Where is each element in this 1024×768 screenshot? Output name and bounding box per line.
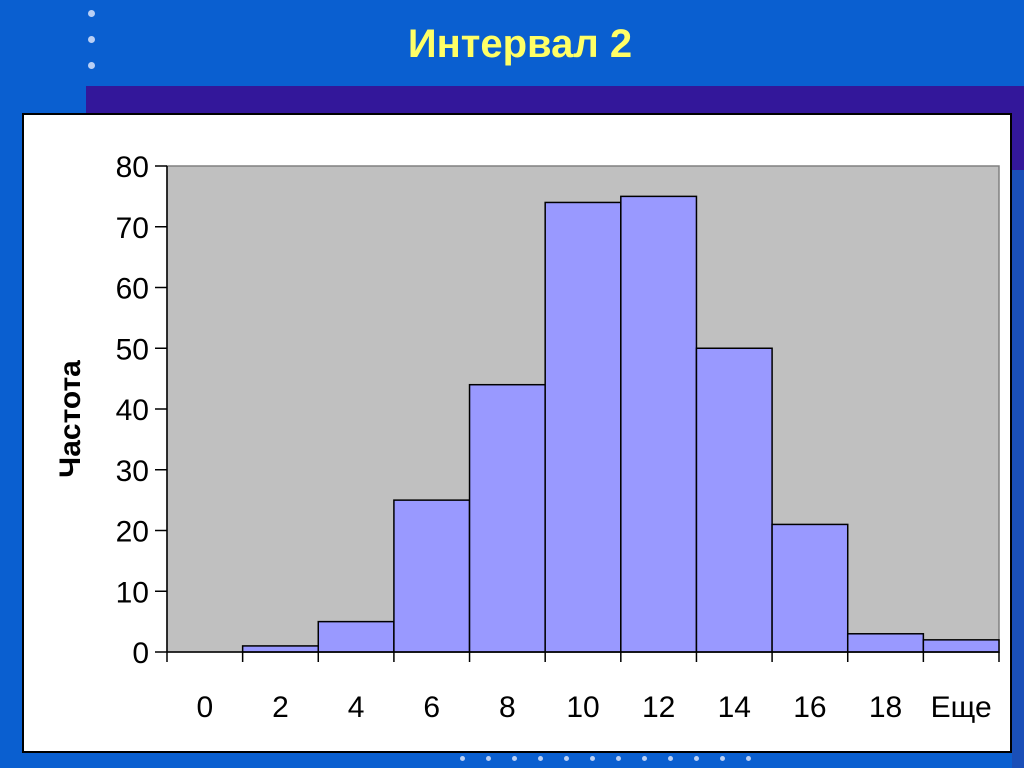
chart-panel: 0 10 20 30 40 50 60 70 80 0 2 4 6 8 10 12 14 16 18 Еще Часто…	[22, 113, 1012, 753]
side-band	[1012, 170, 1024, 768]
bar-4	[317, 620, 395, 653]
x-tick-label: 10	[566, 691, 599, 724]
x-tick-label: 6	[423, 691, 440, 724]
y-tick-label: 0	[132, 637, 149, 670]
bar-12	[620, 195, 698, 653]
y-tick-label: 40	[116, 394, 149, 427]
y-tick-label: 50	[116, 333, 149, 366]
bar-8	[468, 383, 546, 653]
bar-2	[241, 645, 320, 653]
slide-title: Интервал 2	[407, 22, 633, 66]
x-tick-label: 2	[272, 691, 289, 724]
bar-14	[695, 347, 773, 653]
bar-10	[544, 201, 622, 653]
x-tick-label: Еще	[931, 691, 992, 724]
x-tick-label: 16	[793, 691, 826, 724]
x-tick-label: 4	[348, 691, 365, 724]
x-tick-label: 8	[499, 691, 516, 724]
x-tick-label: 18	[869, 691, 902, 724]
bar-6	[393, 499, 471, 653]
bar-16	[771, 523, 849, 653]
y-tick-label: 30	[116, 455, 149, 488]
bar-Еще	[922, 639, 1000, 653]
y-axis-title: Частота	[54, 360, 87, 478]
histogram-chart: 0 10 20 30 40 50 60 70 80 0 2 4 6 8 10 12 14 16 18 Еще Часто…	[54, 151, 1000, 724]
x-tick-label: 12	[642, 691, 675, 724]
y-tick-label: 80	[116, 151, 149, 184]
x-tick-label: 14	[718, 691, 751, 724]
y-tick-label: 20	[116, 516, 149, 549]
y-tick-label: 10	[116, 576, 149, 609]
y-tick-label: 60	[116, 273, 149, 306]
y-tick-label: 70	[116, 212, 149, 245]
x-tick-label: 0	[196, 691, 213, 724]
bar-18	[846, 633, 925, 653]
